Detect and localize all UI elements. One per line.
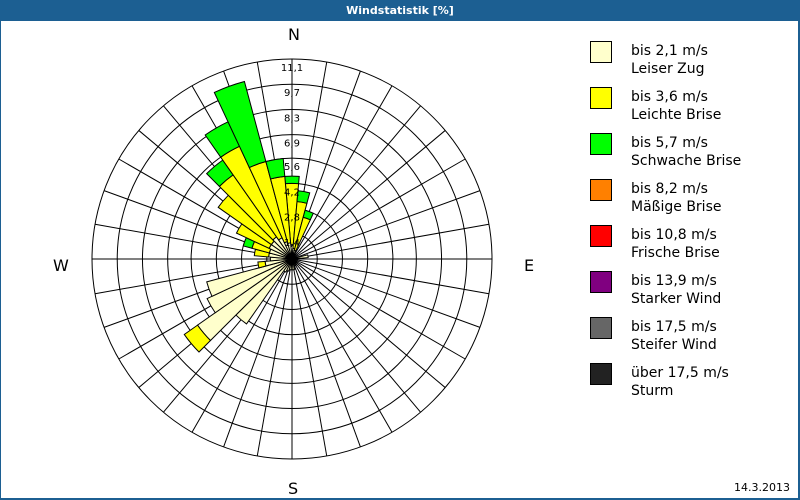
svg-text:1,4: 1,4 bbox=[284, 238, 300, 249]
legend-name: Frische Brise bbox=[631, 245, 720, 261]
legend-range: bis 5,7 m/s bbox=[631, 135, 708, 151]
legend-swatch bbox=[590, 271, 612, 293]
chart-panel: 1,4 2,8 4,2 5,6 6,9 8,3 9,7 11,1 N E S W bis 2,… bbox=[1, 21, 798, 498]
svg-text:11,1: 11,1 bbox=[281, 63, 303, 74]
north-label: N bbox=[288, 25, 300, 44]
legend-item: bis 13,9 m/s Starker Wind bbox=[590, 271, 790, 317]
legend-swatch bbox=[590, 179, 612, 201]
legend-name: Leichte Brise bbox=[631, 107, 722, 123]
legend-name: Mäßige Brise bbox=[631, 199, 722, 215]
legend-item: bis 3,6 m/s Leichte Brise bbox=[590, 87, 790, 133]
legend-name: Schwache Brise bbox=[631, 153, 742, 169]
south-label: S bbox=[288, 479, 299, 498]
legend-range: bis 3,6 m/s bbox=[631, 89, 708, 105]
legend-swatch bbox=[590, 87, 612, 109]
legend-swatch bbox=[590, 41, 612, 63]
legend-range: bis 8,2 m/s bbox=[631, 181, 708, 197]
legend-range: bis 13,9 m/s bbox=[631, 273, 717, 289]
east-label: E bbox=[524, 256, 535, 275]
date-stamp: 14.3.2013 bbox=[734, 481, 790, 494]
legend-item: über 17,5 m/s Sturm bbox=[590, 363, 790, 409]
legend-swatch bbox=[590, 225, 612, 247]
svg-text:2,8: 2,8 bbox=[284, 213, 300, 224]
legend-item: bis 8,2 m/s Mäßige Brise bbox=[590, 179, 790, 225]
west-label: W bbox=[53, 256, 69, 275]
svg-text:9,7: 9,7 bbox=[284, 88, 300, 99]
legend-item: bis 2,1 m/s Leiser Zug bbox=[590, 41, 790, 87]
wind-rose: 1,4 2,8 4,2 5,6 6,9 8,3 9,7 11,1 bbox=[91, 58, 493, 460]
svg-text:4,2: 4,2 bbox=[284, 187, 300, 198]
svg-text:6,9: 6,9 bbox=[284, 139, 300, 150]
legend-item: bis 17,5 m/s Steifer Wind bbox=[590, 317, 790, 363]
chart-title: Windstatistik [%] bbox=[0, 0, 800, 21]
legend-range: über 17,5 m/s bbox=[631, 365, 729, 381]
legend-range: bis 10,8 m/s bbox=[631, 227, 717, 243]
legend-name: Sturm bbox=[631, 383, 674, 399]
legend-name: Leiser Zug bbox=[631, 61, 705, 77]
svg-text:5,6: 5,6 bbox=[284, 162, 300, 173]
legend-range: bis 17,5 m/s bbox=[631, 319, 717, 335]
legend-item: bis 5,7 m/s Schwache Brise bbox=[590, 133, 790, 179]
legend-swatch bbox=[590, 133, 612, 155]
legend-range: bis 2,1 m/s bbox=[631, 43, 708, 59]
svg-text:8,3: 8,3 bbox=[284, 113, 300, 124]
legend-item: bis 10,8 m/s Frische Brise bbox=[590, 225, 790, 271]
legend-swatch bbox=[590, 317, 612, 339]
legend-swatch bbox=[590, 363, 612, 385]
legend-name: Steifer Wind bbox=[631, 337, 717, 353]
legend-name: Starker Wind bbox=[631, 291, 722, 307]
